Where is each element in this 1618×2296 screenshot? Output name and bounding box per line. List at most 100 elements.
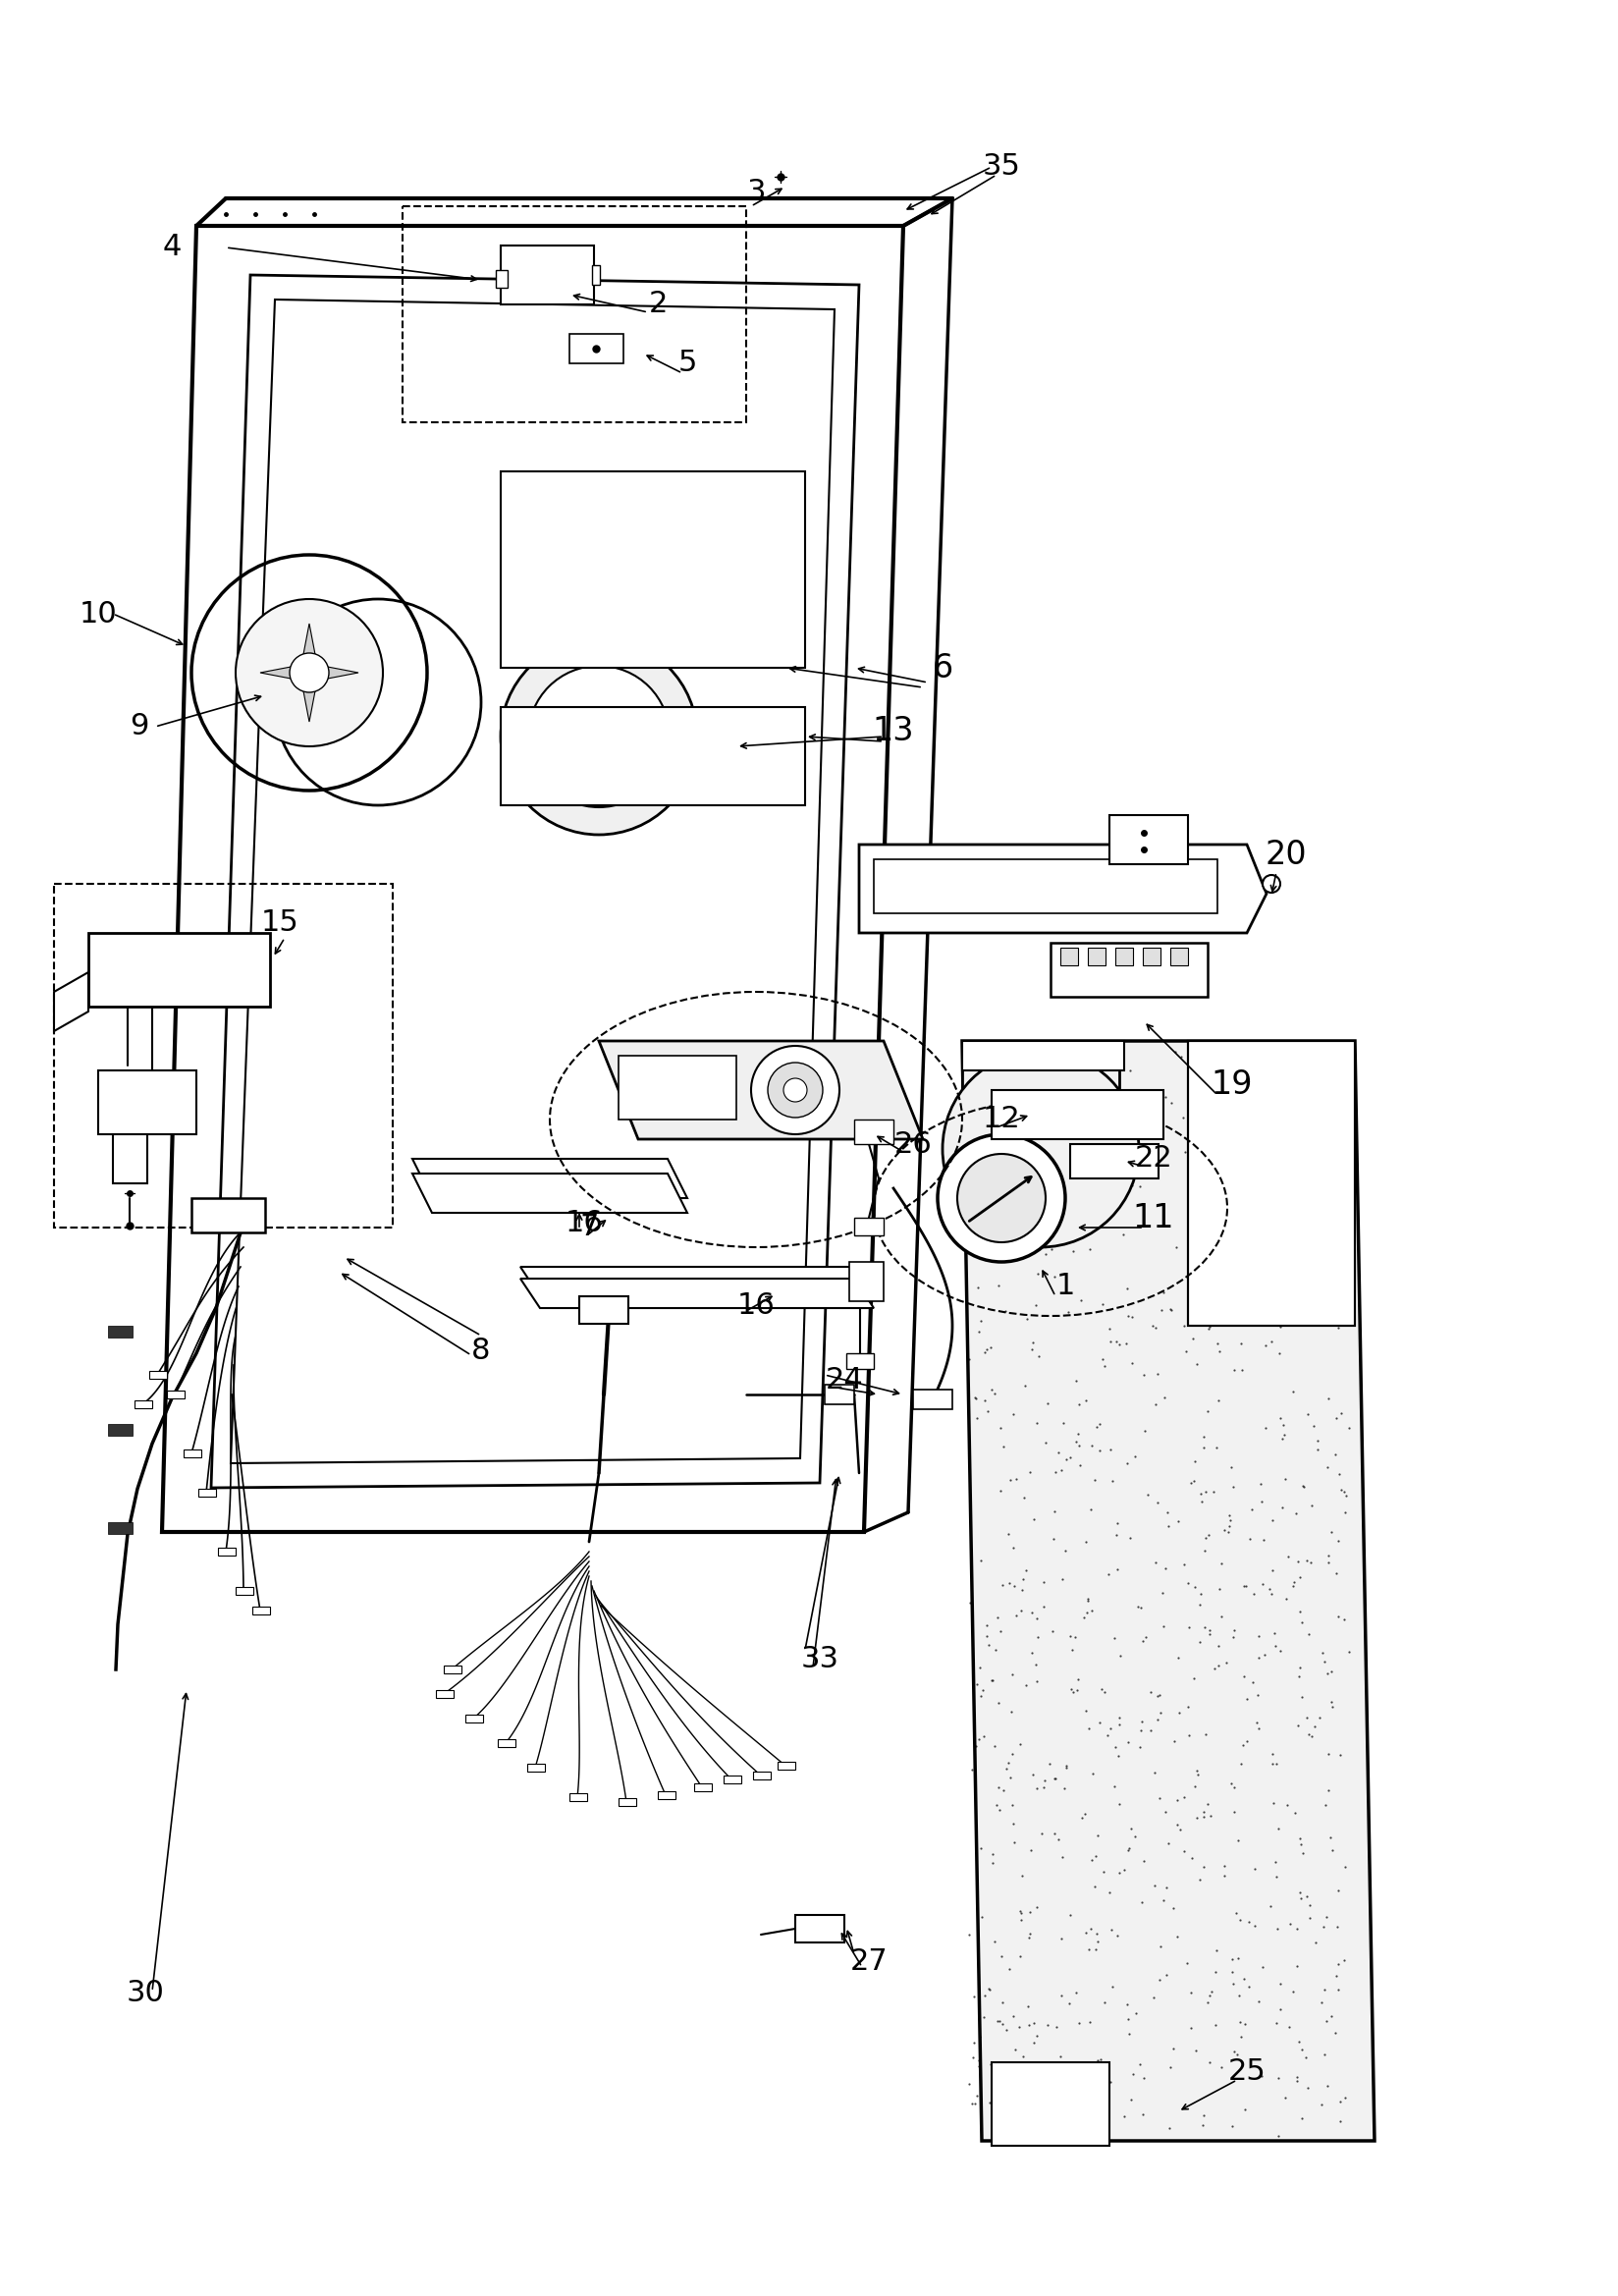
Bar — [183, 1449, 201, 1458]
Bar — [854, 1120, 893, 1143]
Text: 5: 5 — [678, 349, 697, 377]
Text: 16: 16 — [736, 1293, 775, 1320]
Bar — [1170, 948, 1188, 964]
Text: 19: 19 — [1212, 1070, 1252, 1102]
Bar — [495, 271, 508, 287]
Polygon shape — [413, 1159, 688, 1199]
Circle shape — [783, 1079, 807, 1102]
Bar — [500, 707, 806, 806]
Bar — [53, 884, 393, 1228]
Polygon shape — [963, 1040, 1120, 1159]
Text: 26: 26 — [895, 1130, 932, 1157]
Bar — [252, 1607, 270, 1614]
Circle shape — [937, 1134, 1065, 1263]
Bar — [752, 1773, 770, 1779]
Bar — [992, 2062, 1110, 2147]
Bar — [1142, 948, 1160, 964]
Circle shape — [236, 599, 383, 746]
Bar — [108, 1522, 133, 1534]
Bar — [854, 1217, 883, 1235]
Text: 13: 13 — [872, 716, 914, 748]
Bar — [199, 1488, 215, 1497]
Bar — [796, 1915, 845, 1942]
Bar — [659, 1791, 675, 1800]
Bar — [191, 1199, 265, 1233]
Bar — [874, 859, 1217, 914]
Polygon shape — [521, 1279, 874, 1309]
Polygon shape — [304, 625, 316, 673]
Bar — [218, 1548, 236, 1557]
Bar — [113, 1134, 147, 1182]
Bar — [913, 1389, 953, 1410]
Bar — [1050, 944, 1207, 996]
Polygon shape — [304, 673, 316, 721]
Text: 20: 20 — [1265, 838, 1307, 870]
Bar — [236, 1587, 254, 1596]
Polygon shape — [963, 1040, 1125, 1070]
Bar — [618, 1798, 636, 1807]
Bar — [778, 1761, 796, 1770]
Polygon shape — [599, 1040, 922, 1139]
Bar — [570, 333, 623, 363]
Text: 10: 10 — [79, 599, 116, 629]
Text: 27: 27 — [849, 1947, 888, 1977]
Bar — [1069, 1143, 1158, 1178]
Text: 24: 24 — [825, 1366, 864, 1394]
Bar — [167, 1391, 184, 1398]
Polygon shape — [309, 666, 358, 680]
Text: 35: 35 — [982, 154, 1021, 181]
Text: 7: 7 — [579, 1212, 599, 1242]
Bar — [108, 1424, 133, 1435]
Circle shape — [751, 1047, 840, 1134]
Bar — [149, 1371, 167, 1380]
Bar — [443, 1665, 461, 1674]
Bar — [723, 1775, 741, 1784]
Text: 11: 11 — [1133, 1201, 1175, 1233]
Bar — [1060, 948, 1078, 964]
Circle shape — [527, 666, 670, 808]
Text: 12: 12 — [982, 1104, 1021, 1134]
Bar — [466, 1715, 484, 1722]
Bar — [570, 1793, 587, 1800]
Text: 30: 30 — [126, 1979, 165, 2007]
Text: 3: 3 — [746, 177, 765, 207]
Text: 2: 2 — [649, 289, 667, 319]
Bar — [1110, 815, 1188, 863]
Bar — [849, 1263, 883, 1302]
Bar — [435, 1690, 453, 1699]
Bar — [846, 1352, 874, 1368]
Circle shape — [943, 1052, 1139, 1247]
Bar — [618, 1056, 736, 1120]
Polygon shape — [859, 845, 1267, 932]
Polygon shape — [963, 1040, 1375, 2140]
Bar — [403, 207, 746, 422]
Bar — [527, 1763, 545, 1773]
Bar — [500, 471, 806, 668]
Text: 9: 9 — [129, 712, 149, 742]
Circle shape — [500, 638, 697, 836]
Text: 22: 22 — [1134, 1146, 1173, 1173]
Bar — [592, 264, 600, 285]
Text: 4: 4 — [162, 234, 181, 262]
Text: 8: 8 — [471, 1336, 490, 1364]
Bar — [579, 1297, 628, 1325]
Text: 33: 33 — [801, 1646, 840, 1674]
Text: 16: 16 — [565, 1208, 604, 1238]
Polygon shape — [260, 666, 309, 680]
Circle shape — [1262, 875, 1280, 893]
Circle shape — [290, 652, 328, 693]
Text: 1: 1 — [1055, 1272, 1074, 1302]
Bar — [825, 1384, 854, 1405]
Bar — [992, 1091, 1163, 1139]
Polygon shape — [413, 1173, 688, 1212]
Polygon shape — [1188, 1040, 1354, 1325]
Bar — [1188, 1040, 1354, 1325]
Text: 15: 15 — [260, 909, 299, 937]
Polygon shape — [521, 1267, 874, 1297]
Circle shape — [958, 1155, 1045, 1242]
Bar — [1115, 948, 1133, 964]
Bar — [108, 1325, 133, 1339]
Text: 6: 6 — [932, 652, 953, 684]
Circle shape — [769, 1063, 822, 1118]
Bar — [89, 932, 270, 1006]
